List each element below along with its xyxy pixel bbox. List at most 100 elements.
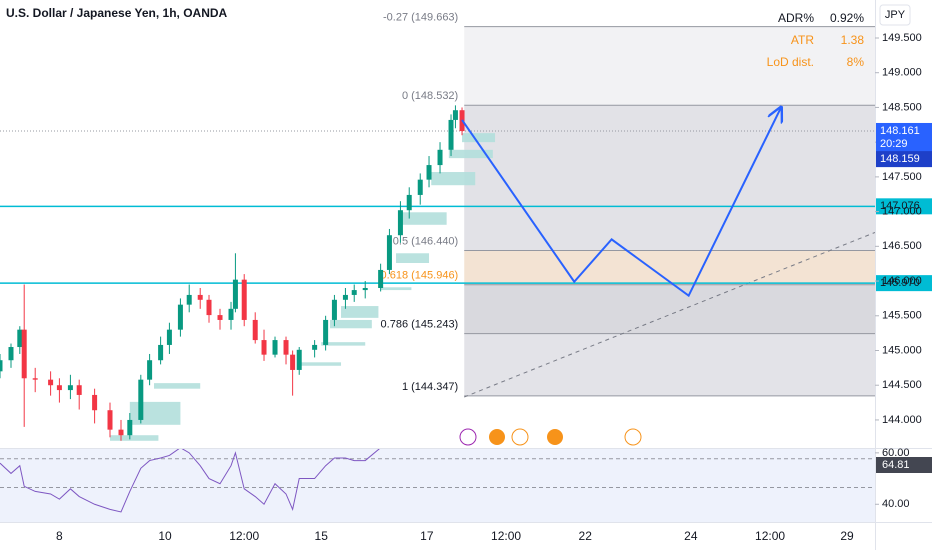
candle-body	[342, 294, 348, 300]
candle-body	[107, 410, 113, 430]
candle-body	[252, 319, 258, 341]
candle-body	[406, 194, 412, 211]
candle-body	[261, 340, 267, 355]
candle-body	[177, 304, 183, 330]
candle-body	[56, 385, 62, 391]
candle-body	[452, 110, 458, 120]
info-value: 8%	[847, 55, 865, 69]
trendline	[464, 231, 875, 398]
candle-body	[217, 315, 223, 320]
x-tick-label: 12:00	[229, 529, 259, 543]
candle-body	[283, 340, 289, 355]
currency-box[interactable]	[879, 4, 911, 26]
candle-body	[158, 344, 164, 361]
fib-label: 0.618 (145.946)	[381, 270, 459, 282]
candle-body	[32, 378, 38, 380]
fib-label: 0.786 (145.243)	[381, 319, 459, 331]
info-name: LoD dist.	[767, 55, 814, 69]
fib-label: 0 (148.532)	[402, 90, 458, 102]
fib-zone	[464, 250, 875, 285]
candle-body	[166, 329, 172, 345]
candle-body	[417, 179, 423, 195]
event-icon[interactable]	[459, 428, 477, 446]
candle-body	[67, 385, 73, 391]
candle-body	[331, 299, 337, 320]
event-icon[interactable]	[489, 429, 505, 445]
candle-body	[397, 210, 403, 236]
y-tick-label: 149.000	[882, 67, 922, 79]
y-tick-label: 145.000	[882, 344, 922, 356]
info-value: 0.92%	[830, 11, 864, 25]
bid-tag	[876, 151, 932, 168]
fib-zone	[464, 284, 875, 334]
fib-label: -0.27 (149.663)	[383, 12, 458, 24]
zone	[330, 319, 372, 329]
x-tick-label: 29	[840, 529, 854, 543]
rsi-tick-label: 60.00	[882, 447, 910, 459]
currency: JPY	[885, 9, 906, 21]
candle-body	[323, 319, 329, 345]
x-tick-label: 15	[315, 529, 329, 543]
y-tick-label: 144.000	[882, 414, 922, 426]
price-tag	[876, 275, 932, 292]
price-tag-label: 147.076	[880, 200, 920, 212]
candle-body	[138, 379, 144, 420]
x-tick-label: 22	[579, 529, 593, 543]
info-name: ATR	[791, 33, 814, 47]
candle-body	[378, 269, 384, 288]
candle-body	[296, 349, 302, 370]
zone	[299, 362, 342, 366]
candle-body	[312, 344, 318, 350]
zone	[129, 401, 181, 425]
fib-label: 0.5 (146.440)	[393, 235, 458, 247]
x-tick-label: 24	[684, 529, 698, 543]
fib-zone	[464, 26, 875, 106]
last-price-tag	[876, 122, 932, 153]
candle-body	[272, 340, 278, 355]
event-icon[interactable]	[511, 428, 529, 446]
last-price-label: 148.161	[880, 125, 920, 137]
candle-body	[437, 149, 443, 166]
candle-body	[127, 419, 133, 436]
y-tick-label: 149.500	[882, 32, 922, 44]
zone	[396, 253, 430, 263]
price-tag	[876, 198, 932, 215]
info-value: 1.38	[841, 33, 865, 47]
candle-body	[362, 287, 368, 291]
rsi-value-label: 64.81	[882, 459, 910, 471]
zone	[462, 133, 496, 143]
candle-body	[17, 329, 23, 348]
event-icon[interactable]	[547, 429, 563, 445]
x-tick-label: 12:00	[755, 529, 785, 543]
y-tick-label: 145.500	[882, 310, 922, 322]
rsi-value-tag	[876, 457, 932, 473]
countdown-label: 20:29	[880, 138, 908, 150]
event-icons	[459, 428, 642, 446]
zone	[400, 212, 447, 225]
candle-body	[76, 385, 82, 395]
y-tick-label: 147.500	[882, 171, 922, 183]
candle-body	[0, 360, 3, 372]
candle-body	[386, 235, 392, 270]
candle-body	[426, 165, 432, 180]
y-tick-label: 148.500	[882, 101, 922, 113]
rsi-pane	[0, 449, 875, 522]
candle-body	[8, 347, 14, 361]
y-tick-label: 146.000	[882, 275, 922, 287]
y-tick-label: 147.000	[882, 206, 922, 218]
zone	[431, 172, 476, 186]
event-icon[interactable]	[624, 428, 642, 446]
candle-body	[351, 290, 357, 295]
zone	[154, 383, 201, 389]
candle-body	[290, 354, 296, 370]
candle-body	[48, 379, 54, 386]
bid-label: 148.159	[880, 153, 920, 165]
rsi-band-fill	[0, 449, 875, 522]
rsi-line	[0, 449, 380, 513]
zone	[380, 287, 412, 291]
zone	[110, 435, 159, 441]
x-tick-label: 8	[56, 529, 63, 543]
price-pane: -0.27 (149.663) 0 (148.532) 0.5 (146.440) 0…	[0, 12, 875, 441]
x-tick-label: 17	[420, 529, 434, 543]
